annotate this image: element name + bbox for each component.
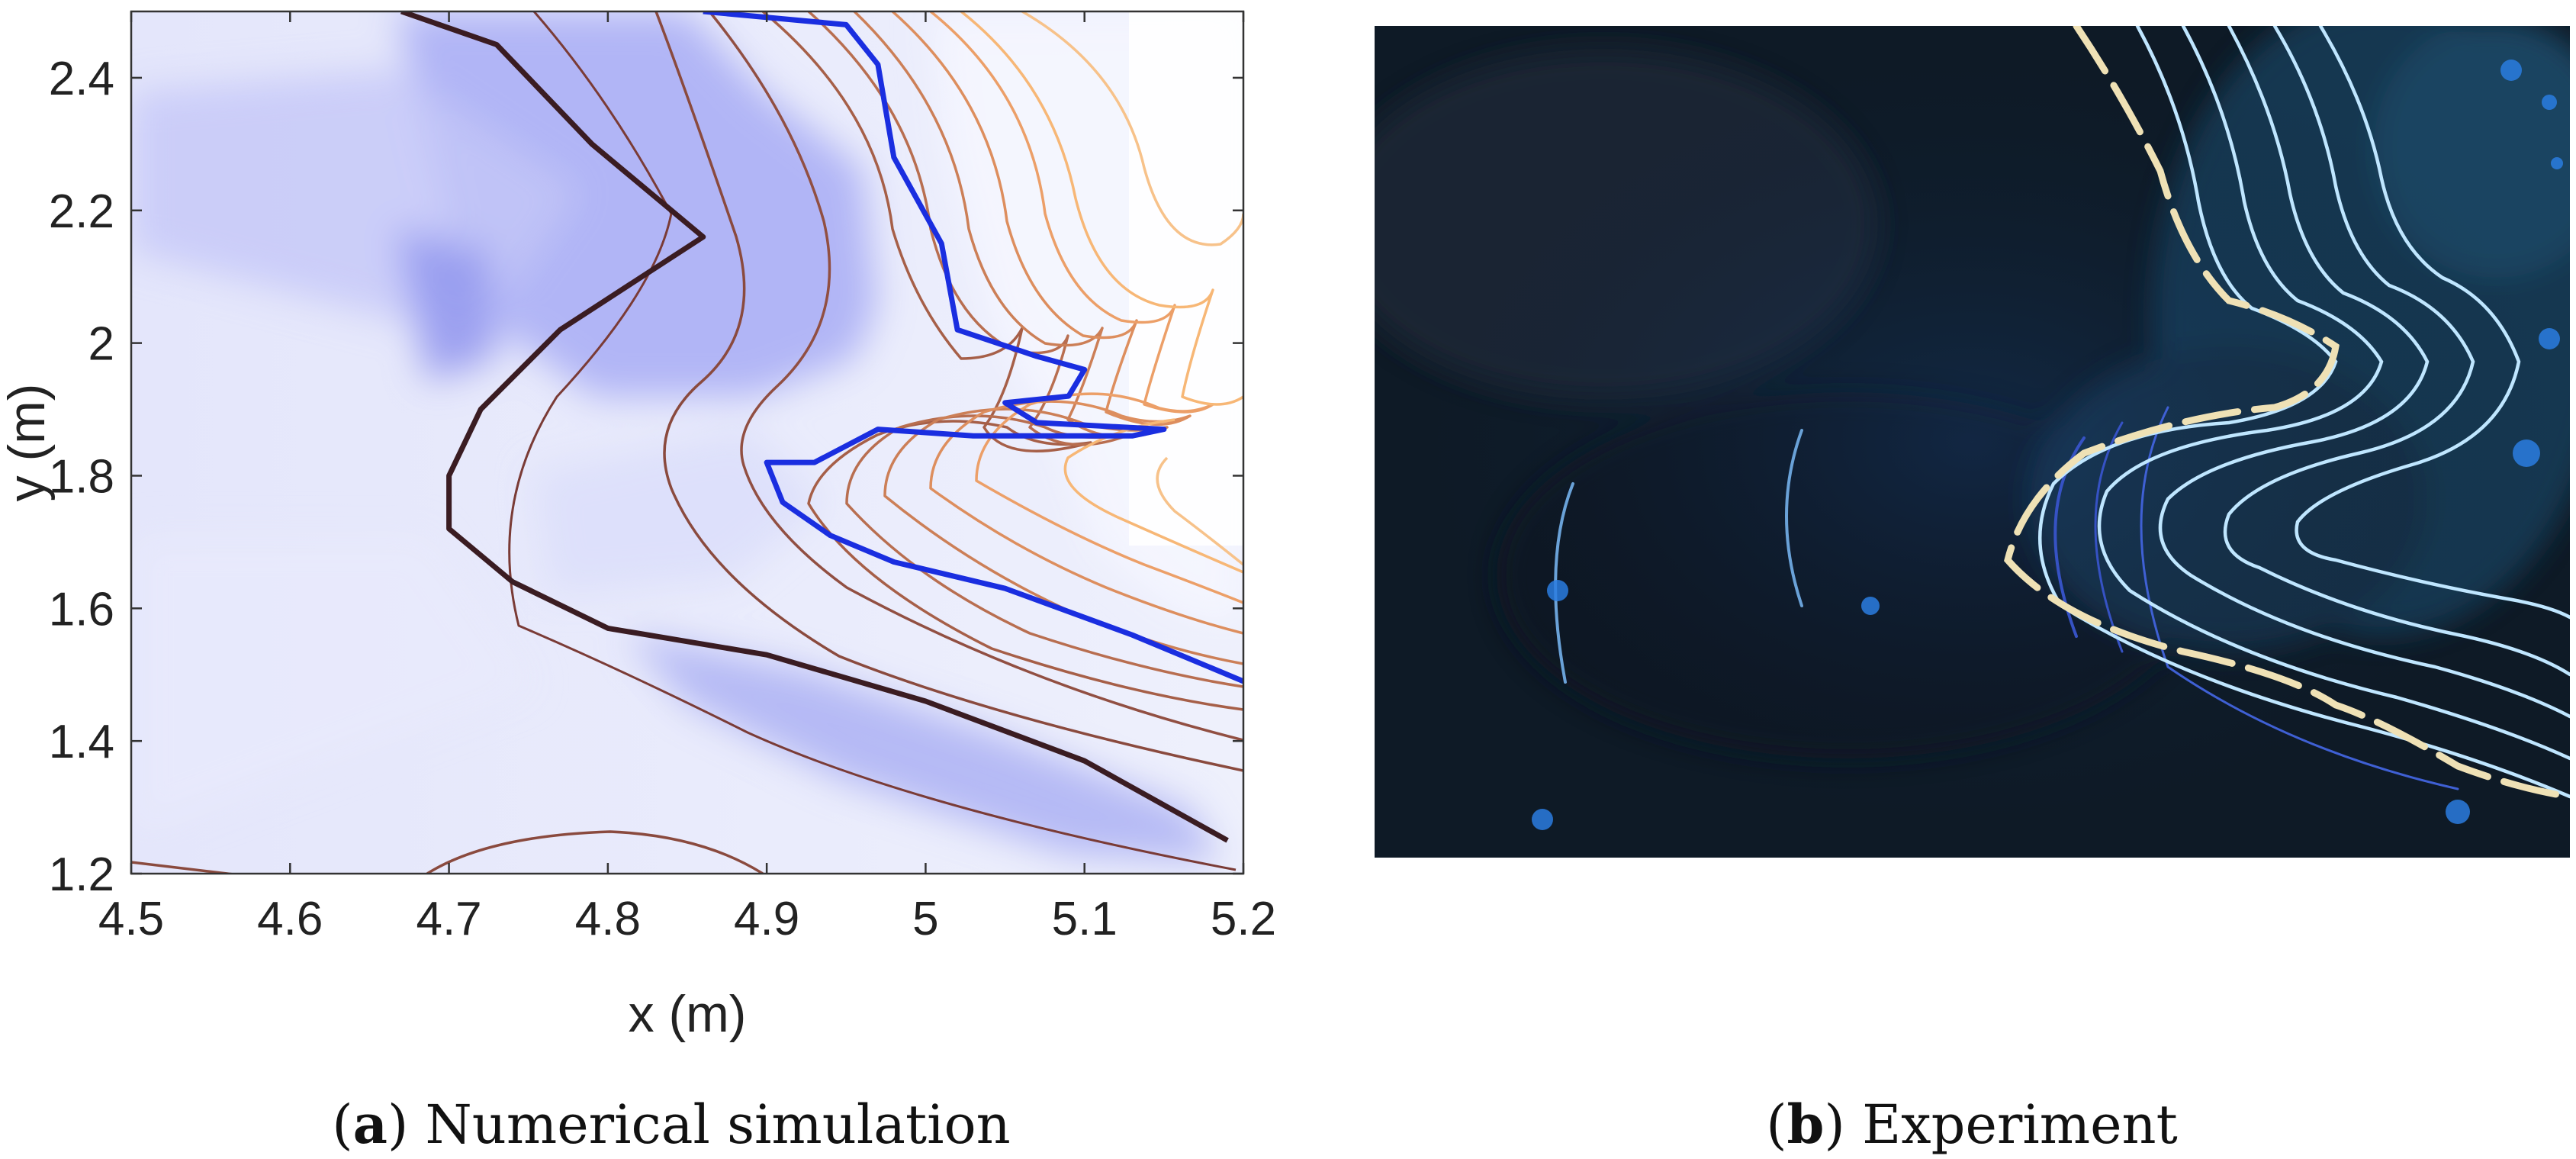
caption-a-letter: a <box>352 1093 388 1156</box>
x-tick-label: 5 <box>912 893 938 945</box>
contour-lines <box>131 11 1243 874</box>
y-tick-label: 2.2 <box>49 185 114 238</box>
y-tick-label: 1.8 <box>49 450 114 503</box>
plot-area <box>131 11 1243 874</box>
x-tick-label: 5.1 <box>1052 893 1118 945</box>
y-tick-label: 2 <box>88 318 114 371</box>
x-tick-label: 4.5 <box>98 893 164 945</box>
x-tick-label: 5.2 <box>1211 893 1276 945</box>
y-tick-label: 1.6 <box>49 583 114 636</box>
caption-a: (a) Numerical simulation <box>332 1093 1011 1156</box>
caption-b-letter: b <box>1786 1093 1825 1156</box>
x-tick-label: 4.6 <box>257 893 323 945</box>
caption-a-text: Numerical simulation <box>425 1093 1011 1156</box>
y-ticks: 1.2 1.4 1.6 1.8 2 2.2 2.4 <box>49 53 1243 901</box>
caption-b-text: Experiment <box>1862 1093 2178 1156</box>
plot-frame <box>130 10 1245 875</box>
x-tick-label: 4.9 <box>734 893 799 945</box>
caption-b: (b) Experiment <box>1766 1093 2178 1156</box>
x-tick-label: 4.7 <box>416 893 481 945</box>
colormap-shading <box>131 11 1243 862</box>
experiment-photo <box>1375 26 2570 858</box>
y-tick-label: 1.2 <box>49 848 114 901</box>
x-tick-label: 4.8 <box>575 893 641 945</box>
dark-contour-line <box>400 11 1229 843</box>
x-axis-label: x (m) <box>629 985 747 1043</box>
y-tick-label: 1.4 <box>49 716 114 768</box>
front-contour-line <box>703 11 1243 684</box>
y-tick-label: 2.4 <box>49 53 114 105</box>
x-ticks: 4.5 4.6 4.7 4.8 4.9 5 5.1 5.2 <box>98 11 1276 945</box>
y-axis-label: y (m) <box>0 384 56 502</box>
simulation-plot: 4.5 4.6 4.7 4.8 4.9 5 5.1 5.2 1.2 1.4 1.6 1.8 2 2.2 2… <box>0 10 1276 1043</box>
